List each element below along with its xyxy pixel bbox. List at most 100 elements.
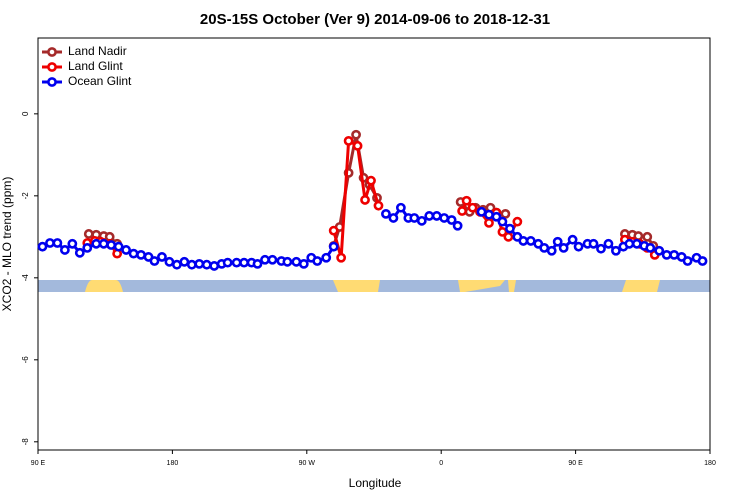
data-point [461,195,472,206]
data-point [186,259,197,270]
data-point [222,257,233,268]
data-point [252,258,263,269]
data-point [83,229,94,239]
data-point [59,245,70,255]
data-point [282,256,293,267]
data-point [98,238,109,249]
data-point [504,223,515,234]
data-point [697,256,708,266]
data-point [395,202,406,213]
data-point [74,247,85,258]
data-point [539,242,550,253]
data-point [669,249,680,260]
legend-marker [47,47,57,57]
land-ocean-strip [38,280,710,292]
data-point [603,238,614,249]
data-point [631,238,642,249]
data-point [567,234,578,245]
data-point [45,238,55,248]
data-point [552,236,563,247]
data-point [497,216,508,227]
land-patch [333,280,380,292]
x-axis-label: Longitude [349,476,402,490]
data-point [360,195,370,205]
data-point [328,241,339,252]
data-point [291,256,302,267]
data-point [452,220,463,231]
land-patch [508,280,516,292]
data-point [525,236,536,246]
data-point [239,257,249,268]
data-point [518,236,529,246]
data-point [457,206,468,216]
data-point [446,215,457,225]
data-point [366,175,376,186]
chart-title: 20S-15S October (Ver 9) 2014-09-06 to 20… [200,11,550,28]
data-point [558,242,569,253]
legend-marker [47,77,57,87]
data-point [431,211,442,221]
data-point [512,216,523,227]
data-point [596,243,606,254]
data-point [91,238,102,249]
data-point [503,231,514,242]
data-point [209,261,220,271]
data-point [179,256,190,267]
x-tick-label: 0 [439,460,443,467]
data-point [336,252,347,263]
data-point [82,242,93,253]
data-point [106,240,117,250]
data-point [642,231,653,242]
data-point [373,200,384,211]
data-point [588,238,599,249]
data-point [201,259,212,270]
data-point [491,211,502,222]
data-point [645,242,656,253]
data-point [573,241,584,252]
plot-frame [37,37,711,451]
data-point [157,252,167,262]
data-point [67,238,78,249]
data-point [497,227,508,237]
data-point [388,213,399,223]
data-point [343,135,354,146]
data-point [611,245,621,256]
data-point [298,258,309,269]
data-point [484,209,494,220]
y-tick-label: -6 [21,356,30,364]
y-tick-label: -4 [21,274,30,282]
data-point [546,245,557,256]
data-point [328,225,339,236]
data-point [381,208,391,219]
data-point [416,215,427,226]
legend-label: Land Glint [68,59,123,73]
x-tick-label: 180 [704,460,716,467]
land-patch [458,280,505,292]
legend-marker [47,62,57,72]
y-tick-label: -8 [21,438,30,446]
data-point [439,213,450,223]
data-point [121,245,132,255]
legend-label: Ocean Glint [68,74,132,88]
data-point [164,256,175,267]
data-point [37,241,48,252]
data-point [321,252,332,263]
data-point [52,238,63,248]
data-point [260,254,270,265]
legend-label: Land Nadir [68,44,127,58]
data-point [113,241,124,252]
data-point [352,140,363,151]
series-line [88,134,655,247]
data-point [267,254,278,265]
data-point [476,206,487,217]
data-point [424,211,435,221]
x-tick-label: 90 E [31,460,46,467]
data-point [128,248,139,259]
data-point [231,257,242,268]
x-tick-label: 180 [167,460,179,467]
data-point [467,202,478,213]
data-point [654,245,665,256]
data-point [351,129,361,140]
x-tick-label: 90 W [299,460,316,467]
